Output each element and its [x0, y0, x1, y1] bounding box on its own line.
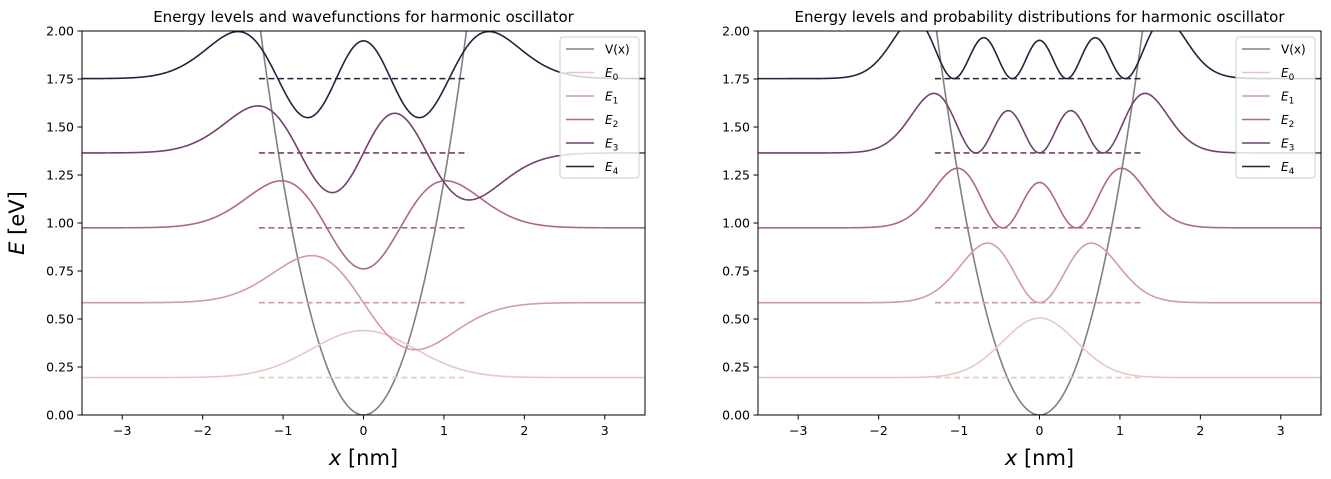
- x-tick-label: −1: [950, 423, 968, 438]
- y-tick-label: 1.75: [46, 72, 74, 87]
- chart-panel-0: −3 −2 −1 0 1 2 3 0.00 0.25 0.50 0.75 1.00 1.25 1.50 1.…: [5, 8, 646, 470]
- x-tick-label: −2: [193, 423, 211, 438]
- y-tick-label: 1.00: [46, 216, 74, 231]
- legend-label: E4: [605, 160, 619, 177]
- x-tick-label: 1: [440, 423, 448, 438]
- legend-label: E1: [605, 90, 618, 107]
- legend: V(x) E0 E1 E2 E3 E4: [559, 36, 640, 179]
- legend: V(x) E0 E1 E2 E3 E4: [1235, 36, 1316, 179]
- y-tick-label: 1.25: [722, 168, 750, 183]
- legend-label: E2: [1281, 113, 1294, 130]
- x-tick-label: −3: [113, 423, 131, 438]
- legend-label: E3: [605, 137, 618, 154]
- legend-box: [1235, 36, 1316, 179]
- chart-panel-1: −3 −2 −1 0 1 2 3 0.00 0.25 0.50 0.75 1.00 1.25 1.50 1.…: [722, 8, 1322, 470]
- plot-area: [82, 31, 645, 415]
- y-tick-label: 1.75: [722, 72, 750, 87]
- legend-label: V(x): [605, 43, 630, 57]
- x-tick-label: −2: [869, 423, 887, 438]
- legend-label: E3: [1281, 137, 1294, 154]
- y-axis-label: E [eV]: [5, 191, 29, 255]
- legend-label: E0: [1281, 66, 1295, 83]
- y-tick-label: 0.50: [46, 312, 74, 327]
- curve-E3: [82, 105, 645, 201]
- x-tick-label: 3: [1277, 423, 1285, 438]
- y-tick-label: 2.00: [46, 24, 74, 39]
- y-tick-label: 0.75: [46, 264, 74, 279]
- curve-E1: [82, 254, 645, 351]
- legend-label: E2: [605, 113, 618, 130]
- y-tick-label: 0.00: [722, 408, 750, 423]
- curve-E4: [758, 31, 1321, 80]
- y-tick-label: 0.75: [722, 264, 750, 279]
- curve-E4: [82, 31, 645, 119]
- y-tick-label: 0.50: [722, 312, 750, 327]
- y-tick-label: 0.25: [722, 360, 750, 375]
- x-tick-label: −1: [274, 423, 292, 438]
- x-axis-label: x [nm]: [1004, 446, 1074, 470]
- curve-E2: [758, 167, 1321, 229]
- curve-E2: [82, 179, 645, 270]
- x-tick-label: 3: [601, 423, 609, 438]
- x-axis-label: x [nm]: [328, 446, 398, 470]
- y-tick-label: 1.50: [46, 120, 74, 135]
- chart-title: Energy levels and probability distributi…: [794, 8, 1285, 26]
- legend-label: E1: [1281, 90, 1294, 107]
- y-tick-label: 2.00: [722, 24, 750, 39]
- curve-E0: [758, 317, 1321, 379]
- legend-label: E0: [605, 66, 619, 83]
- y-tick-label: 0.25: [46, 360, 74, 375]
- curve-E0: [82, 329, 645, 379]
- x-tick-label: 2: [520, 423, 528, 438]
- x-tick-label: 0: [1036, 423, 1044, 438]
- legend-label: E4: [1281, 160, 1295, 177]
- potential-curve: [259, 31, 468, 415]
- y-tick-label: 0.00: [46, 408, 74, 423]
- x-tick-label: 2: [1196, 423, 1204, 438]
- curve-E1: [758, 242, 1321, 304]
- curve-E3: [758, 92, 1321, 154]
- chart-title: Energy levels and wavefunctions for harm…: [153, 8, 574, 26]
- legend-label: V(x): [1281, 43, 1306, 57]
- x-tick-label: −3: [789, 423, 807, 438]
- legend-box: [559, 36, 640, 179]
- potential-curve: [935, 31, 1144, 415]
- x-tick-label: 1: [1116, 423, 1124, 438]
- y-tick-label: 1.50: [722, 120, 750, 135]
- x-tick-label: 0: [360, 423, 368, 438]
- y-tick-label: 1.25: [46, 168, 74, 183]
- plot-area: [758, 31, 1321, 415]
- y-tick-label: 1.00: [722, 216, 750, 231]
